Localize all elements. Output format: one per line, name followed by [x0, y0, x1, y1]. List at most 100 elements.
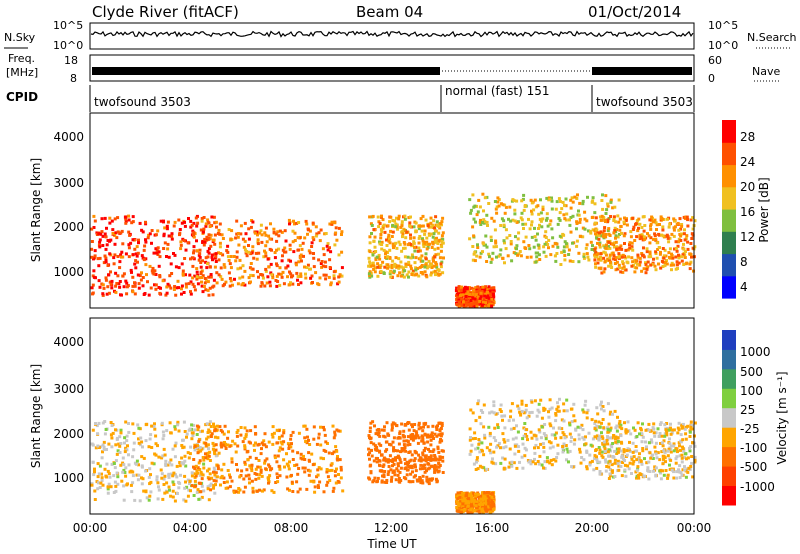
velocity-cell [674, 461, 678, 465]
power-cell [423, 265, 427, 269]
velocity-cell [603, 446, 607, 450]
power-cell [199, 265, 203, 269]
power-cell [473, 304, 477, 308]
power-cell [494, 245, 498, 249]
velocity-cell [641, 435, 645, 439]
velocity-cell [613, 475, 617, 478]
power-cell [102, 261, 106, 265]
velocity-cell [198, 473, 202, 477]
velocity-cell [396, 464, 400, 468]
vel-cbar-tick-100: 100 [740, 384, 763, 398]
velocity-cell [526, 438, 529, 442]
velocity-cell [669, 458, 673, 462]
power-cell [440, 234, 444, 238]
velocity-cell [206, 485, 210, 489]
velocity-cell [463, 508, 467, 512]
velocity-cell [173, 444, 177, 448]
power-cell [293, 239, 297, 242]
power-cell [191, 264, 195, 268]
velocity-cell [309, 479, 313, 483]
power-cell [683, 228, 686, 232]
power-cell [485, 220, 489, 224]
velocity-cell [615, 429, 619, 433]
velocity-cell [414, 469, 418, 473]
velocity-cell [289, 445, 293, 449]
velocity-cell [615, 424, 619, 428]
power-cell [249, 252, 253, 256]
velocity-cell [318, 480, 322, 484]
power-cell [638, 237, 642, 241]
velocity-cell [264, 467, 268, 471]
power-cell [640, 233, 644, 237]
power-cell [390, 263, 394, 267]
velocity-cell [621, 461, 625, 464]
power-cell [122, 272, 126, 276]
velocity-cell [577, 437, 581, 441]
power-cell [680, 223, 684, 226]
velocity-cell [566, 450, 570, 454]
power-cell [577, 251, 581, 255]
power-cell [381, 260, 385, 264]
velocity-cell [396, 436, 400, 440]
velocity-cell [574, 427, 578, 431]
power-cell [434, 261, 438, 265]
velocity-cell [288, 488, 291, 492]
power-cell [148, 232, 152, 236]
power-cell [507, 217, 510, 221]
power-cell [111, 232, 115, 235]
power-cell [142, 258, 146, 262]
power-cell [661, 265, 665, 268]
velocity-cell [609, 426, 613, 430]
power-cell [603, 260, 607, 264]
power-cell [407, 216, 411, 220]
power-cell [294, 261, 298, 265]
velocity-cell [224, 486, 228, 490]
velocity-cell [520, 402, 524, 406]
velocity-cell [616, 440, 620, 444]
power-cell [147, 293, 151, 297]
power-cell [141, 230, 145, 234]
velocity-cell [235, 434, 239, 438]
velocity-cell [662, 449, 666, 453]
power-cell [376, 262, 380, 266]
power-cell [503, 211, 507, 215]
power-cell [333, 221, 337, 225]
power-cell [465, 299, 469, 303]
power-cell [307, 228, 310, 232]
velocity-cell [527, 414, 531, 418]
velocity-cell [535, 414, 539, 418]
power-cell [522, 240, 526, 244]
velocity-cell [121, 456, 125, 460]
power-ytick-4000: 4000 [53, 130, 84, 144]
velocity-cell [422, 425, 425, 429]
velocity-cell [154, 453, 158, 457]
power-cell [582, 254, 586, 258]
velocity-cell [120, 479, 124, 483]
power-cell [409, 215, 412, 219]
velocity-cell [524, 448, 528, 452]
power-cell [490, 297, 494, 301]
velocity-cell [402, 443, 406, 447]
power-cbar-tick-24: 24 [740, 155, 755, 169]
velocity-cell [209, 482, 213, 486]
velocity-cell [409, 437, 413, 441]
power-cell [693, 219, 697, 223]
velocity-cell [250, 479, 254, 483]
velocity-cell [397, 477, 401, 480]
power-cell [204, 288, 208, 292]
velocity-cell [578, 450, 582, 454]
power-cell [489, 286, 493, 290]
power-cell [374, 257, 378, 261]
power-cell [458, 304, 462, 308]
velocity-cell [527, 460, 531, 464]
power-cell [189, 290, 192, 294]
velocity-cell [219, 483, 222, 487]
power-cell [493, 200, 497, 203]
power-cell [418, 224, 422, 228]
velocity-cell [504, 445, 508, 449]
power-cell [532, 245, 536, 249]
power-cell [100, 217, 104, 221]
velocity-cell [173, 455, 177, 459]
power-cell [104, 235, 108, 239]
power-cell [256, 238, 260, 242]
